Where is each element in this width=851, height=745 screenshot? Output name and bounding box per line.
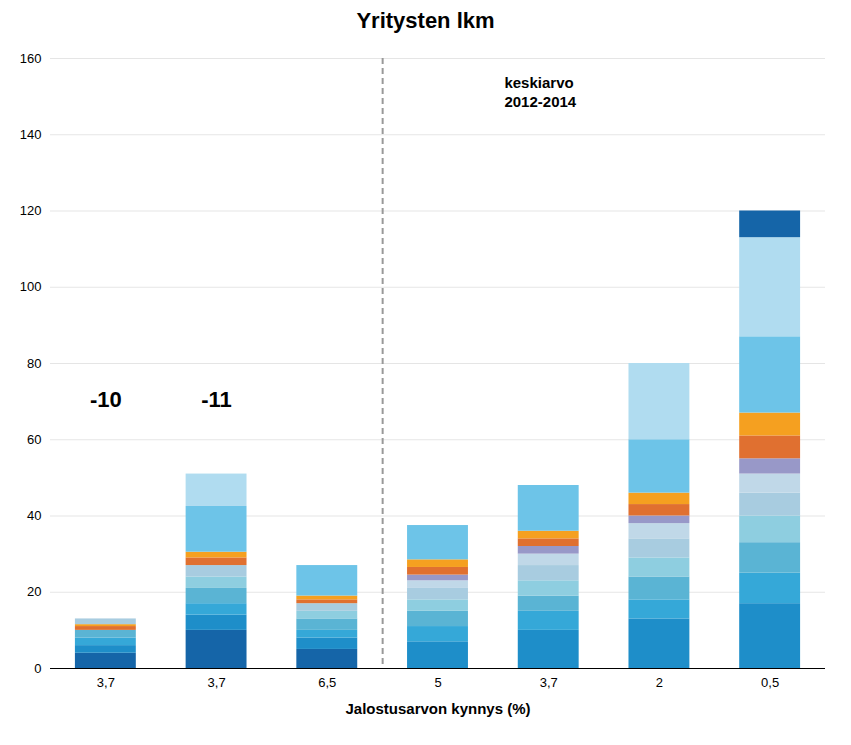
svg-text:3,7: 3,7 [540, 675, 558, 690]
svg-text:keskiarvo2012-2014: keskiarvo2012-2014 [504, 74, 576, 111]
svg-text:2: 2 [656, 675, 663, 690]
svg-text:6,5: 6,5 [318, 675, 336, 690]
svg-text:-11: -11 [201, 387, 232, 412]
svg-text:0,5: 0,5 [761, 675, 779, 690]
svg-text:140: 140 [20, 127, 42, 142]
svg-text:40: 40 [27, 508, 41, 523]
svg-text:160: 160 [20, 51, 42, 66]
svg-text:100: 100 [20, 279, 42, 294]
svg-text:20: 20 [27, 584, 41, 599]
svg-text:120: 120 [20, 203, 42, 218]
svg-text:3,7: 3,7 [97, 675, 115, 690]
svg-text:-10: -10 [90, 387, 122, 412]
svg-text:60: 60 [27, 432, 41, 447]
svg-text:80: 80 [27, 356, 41, 371]
svg-text:Jalostusarvon kynnys (%): Jalostusarvon kynnys (%) [345, 700, 530, 717]
svg-text:0: 0 [34, 661, 41, 676]
html-text:Yritysten lkm: Yritysten lkm [356, 8, 495, 33]
svg-text:5: 5 [434, 675, 441, 690]
svg-text:3,7: 3,7 [208, 675, 226, 690]
